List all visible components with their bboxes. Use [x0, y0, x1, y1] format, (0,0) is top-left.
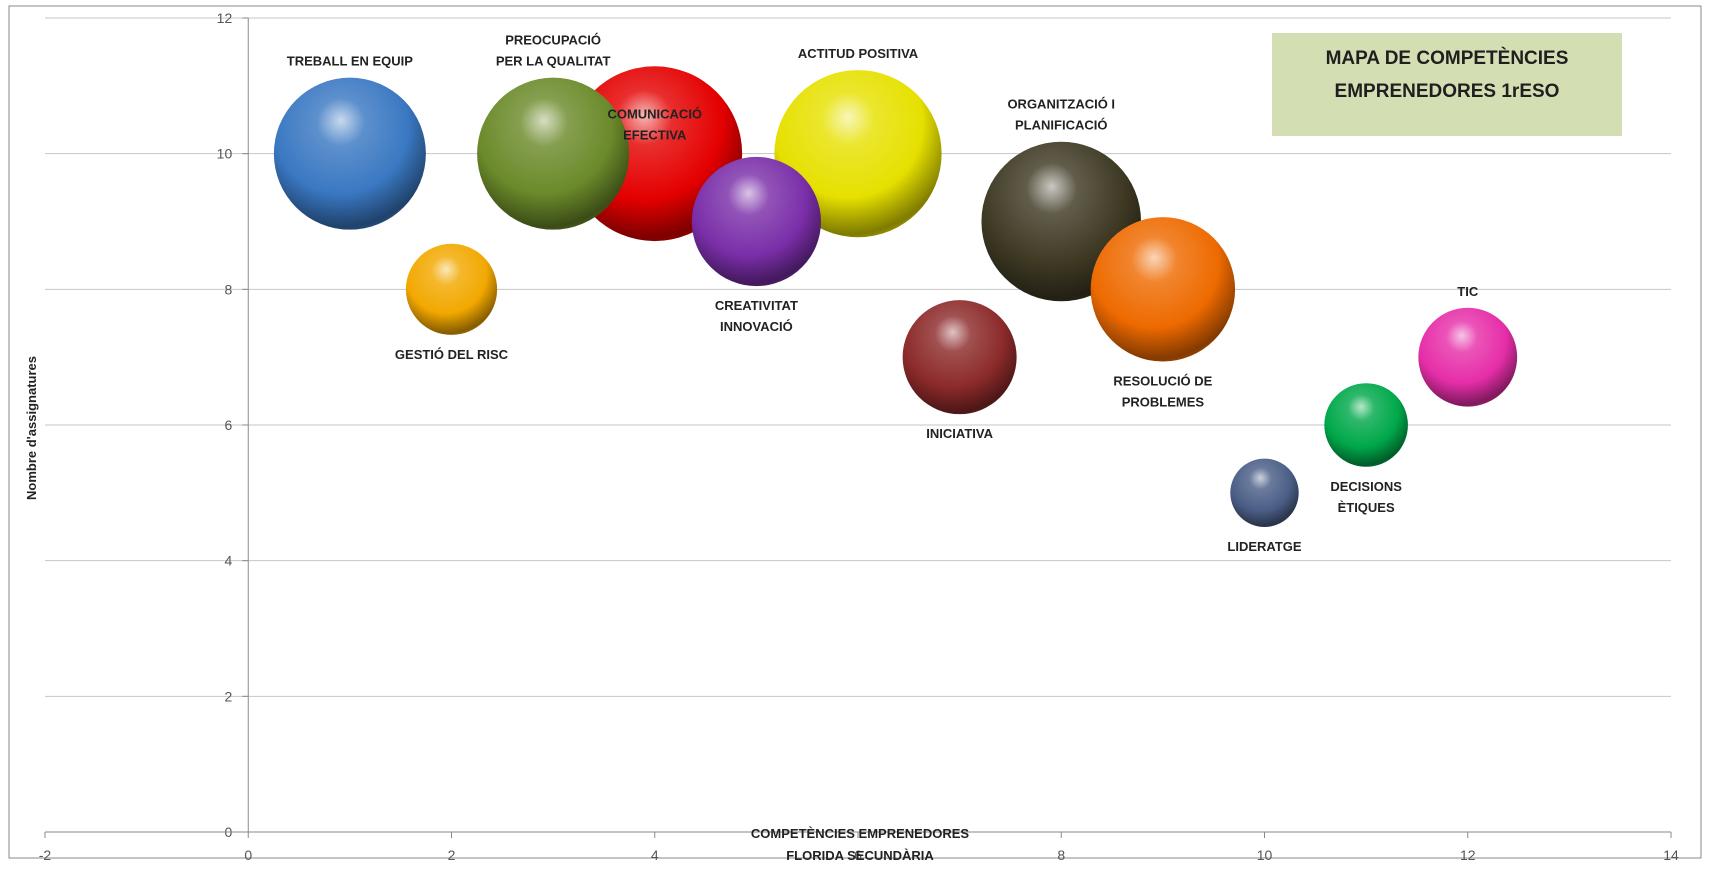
- x-tick-label-12: 12: [1460, 847, 1476, 863]
- bubble-label-resolucio-de-problemes-line-2: PROBLEMES: [1122, 395, 1205, 410]
- bubble-lideratge: [1230, 458, 1299, 528]
- y-tick-label-2: 2: [224, 688, 232, 704]
- bubble-label-iniciativa: INICIATIVA: [926, 426, 993, 441]
- bubble-iniciativa: [902, 300, 1017, 415]
- x-tick-label-10: 10: [1257, 847, 1273, 863]
- bubble-tic: [1418, 307, 1518, 407]
- x-tick-label-4: 4: [651, 847, 659, 863]
- bubble-label-decisions-etiques-line-1: DECISIONS: [1330, 479, 1402, 494]
- bubble-label-comunicacio-efectiva-line-1: COMUNICACIÓ: [607, 107, 702, 122]
- bubble-labels: TREBALL EN EQUIP GESTIÓ DEL RISC PREOCUPAC…: [287, 33, 1479, 554]
- x-tick-label-6: 6: [854, 847, 862, 863]
- y-tick-label-6: 6: [224, 417, 232, 433]
- bubbles: [273, 66, 1518, 528]
- bubble-label-preocupacio-per-la-qualitat-line-1: PREOCUPACIÓ: [505, 33, 601, 48]
- y-axis-title: Nombre d'assignatures: [24, 356, 39, 500]
- x-tick-label-14: 14: [1663, 847, 1679, 863]
- bubble-treball-en-equip: [273, 77, 426, 230]
- bubble-decisions-etiques: [1324, 383, 1408, 467]
- x-axis-title-line-2: FLORIDA SECUNDÀRIA: [786, 848, 934, 863]
- bubble-label-tic: TIC: [1457, 284, 1479, 299]
- bubble-label-organitzacio-i-planificacio-line-1: ORGANITZACIÓ I: [1007, 97, 1115, 112]
- y-tick-label-10: 10: [217, 146, 233, 162]
- bubble-label-comunicacio-efectiva-line-2: EFECTIVA: [623, 128, 687, 143]
- chart-title-box: MAPA DE COMPETÈNCIES EMPRENEDORES 1rESO: [1272, 33, 1622, 136]
- bubble-preocupacio-per-la-qualitat: [477, 77, 630, 230]
- x-axis-title-line-1: COMPETÈNCIES EMPRENEDORES: [751, 826, 969, 841]
- bubble-resolucio-de-problemes: [1090, 217, 1236, 362]
- x-tick-label-0: 0: [244, 847, 252, 863]
- x-tick-label-8: 8: [1057, 847, 1065, 863]
- bubble-label-treball-en-equip: TREBALL EN EQUIP: [287, 54, 413, 69]
- bubble-label-creativitat-innovacio-line-2: INNOVACIÓ: [720, 319, 793, 334]
- bubble-actitud-positiva: [774, 70, 942, 238]
- x-tick-label--2: -2: [39, 847, 52, 863]
- bubble-label-lideratge: LIDERATGE: [1227, 539, 1301, 554]
- x-tick-label-2: 2: [448, 847, 456, 863]
- chart-title-background: [1272, 33, 1622, 136]
- bubble-label-decisions-etiques-line-2: ÈTIQUES: [1338, 500, 1395, 515]
- bubble-label-actitud-positiva: ACTITUD POSITIVA: [798, 46, 919, 61]
- bubble-label-gestio-del-risc: GESTIÓ DEL RISC: [395, 347, 509, 362]
- bubble-label-creativitat-innovacio-line-1: CREATIVITAT: [715, 298, 798, 313]
- bubble-creativitat-innovacio: [691, 156, 821, 287]
- bubble-label-organitzacio-i-planificacio-line-2: PLANIFICACIÓ: [1015, 118, 1107, 133]
- y-tick-label-8: 8: [224, 281, 232, 297]
- bubble-gestio-del-risc: [405, 243, 498, 335]
- bubble-label-resolucio-de-problemes-line-1: RESOLUCIÓ DE: [1113, 374, 1212, 389]
- chart-title-line-1: MAPA DE COMPETÈNCIES: [1326, 47, 1569, 69]
- y-tick-label-4: 4: [224, 553, 232, 569]
- bubble-label-preocupacio-per-la-qualitat-line-2: PER LA QUALITAT: [496, 54, 611, 69]
- chart-title-line-2: EMPRENEDORES 1rESO: [1335, 81, 1560, 102]
- y-tick-label-12: 12: [217, 10, 233, 26]
